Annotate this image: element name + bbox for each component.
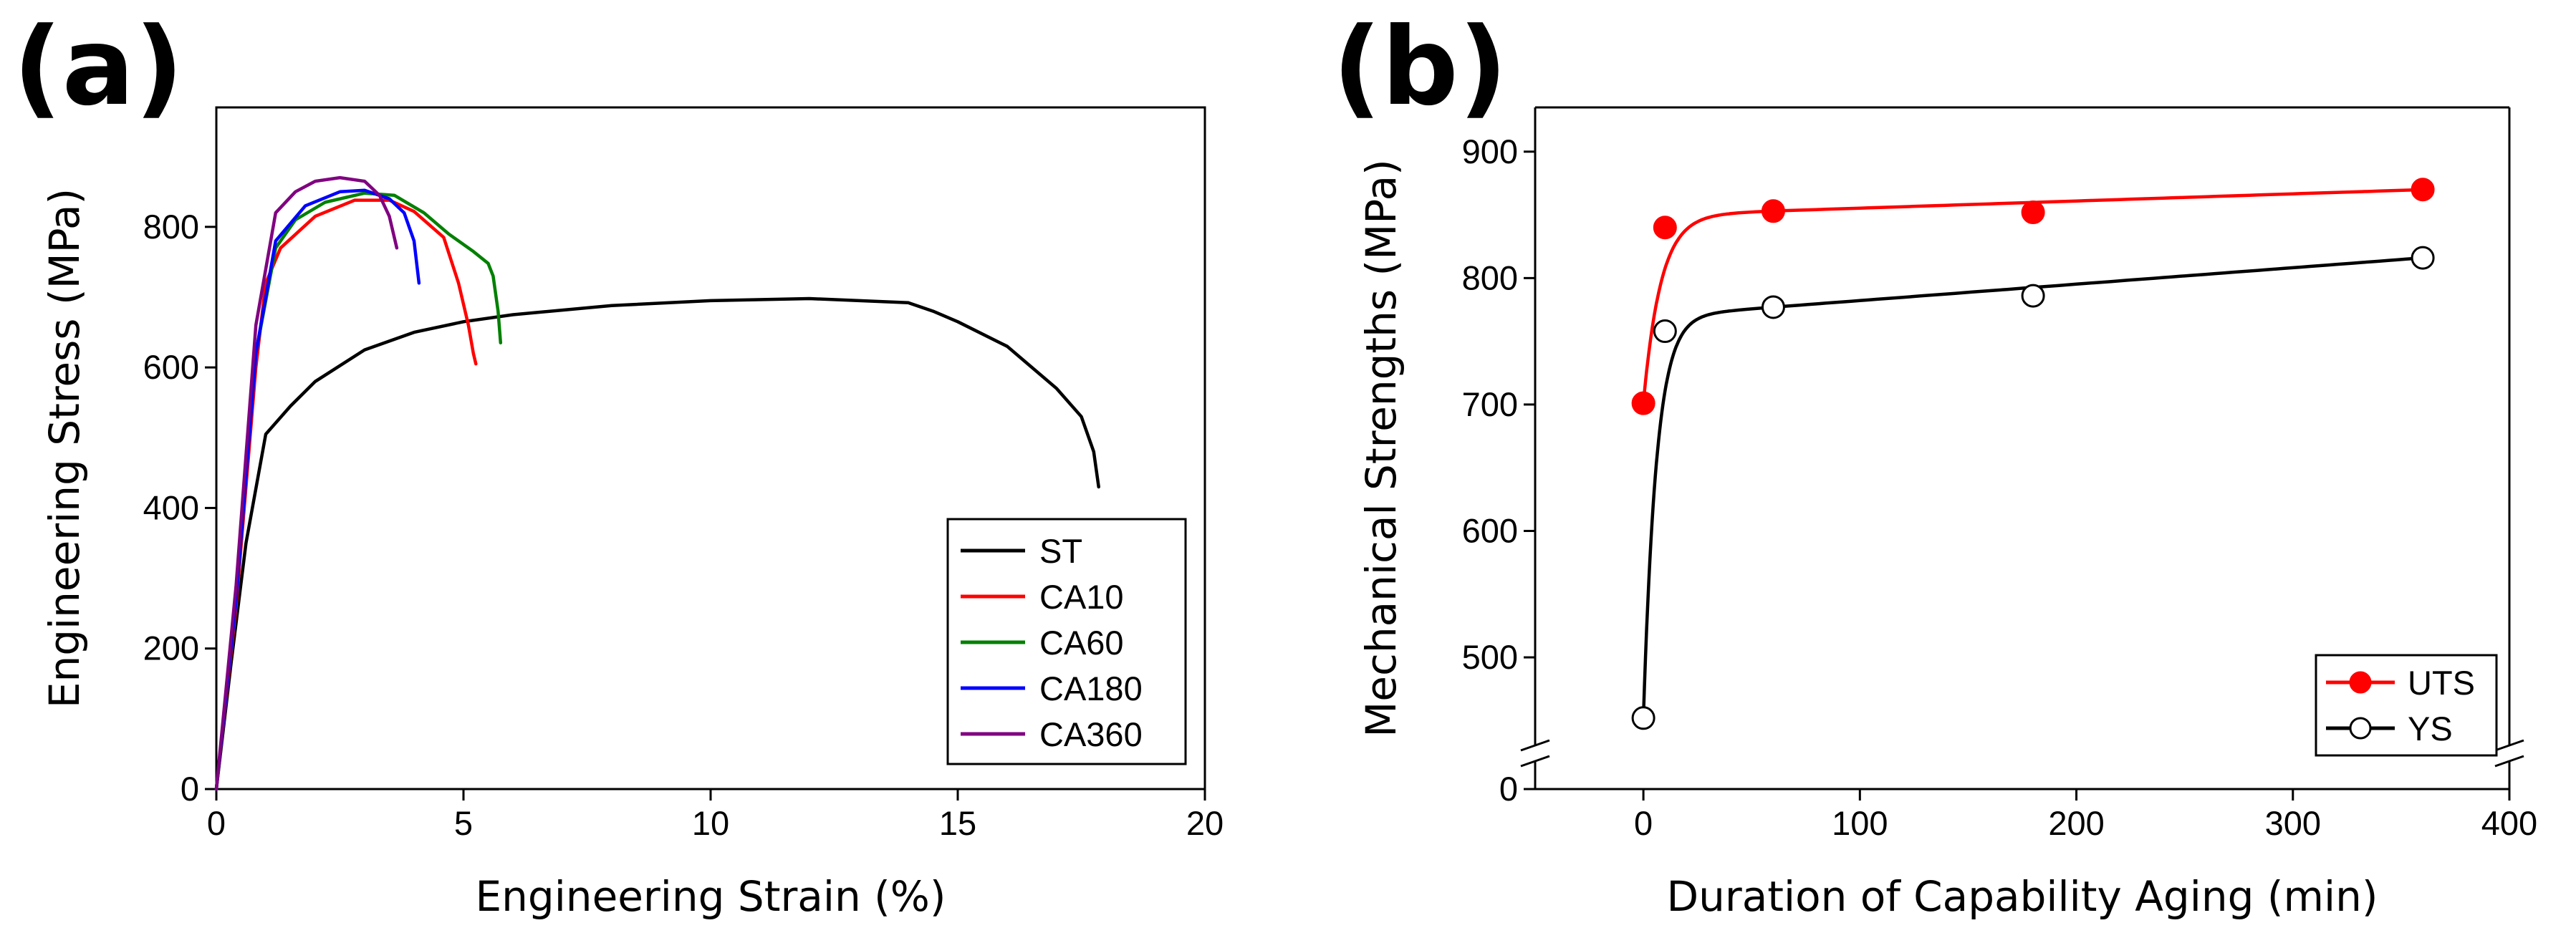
legend-box [2315,654,2498,757]
data-point-uts [2021,200,2045,225]
legend-label-ys: YS [2408,710,2453,748]
x-tick-label: 5 [454,804,473,842]
data-point-ys [2411,246,2435,270]
legend-marker-uts [2349,671,2372,694]
x-tick-label: 200 [2048,804,2104,842]
data-point-uts [2411,178,2435,202]
legend-label-ca60: CA60 [1039,624,1124,662]
x-tick-label: 0 [207,804,226,842]
legend-label-ca360: CA360 [1039,715,1143,753]
panel-b-label: (b) [1332,5,1507,130]
x-tick-label: 300 [2265,804,2321,842]
y-tick-label-zero: 0 [1499,770,1518,808]
axis-break-mark [1520,755,1550,768]
series-line-ca360 [214,175,399,791]
y-tick-label: 600 [1462,511,1518,549]
y-axis-title: Engineering Stress (MPa) [40,188,89,708]
y-tick-label: 700 [1462,385,1518,423]
y-tick-label: 800 [1462,258,1518,296]
x-tick-label: 20 [1186,804,1224,842]
data-point-uts [1631,391,1655,415]
y-axis-title: Mechanical Strengths (MPa) [1357,159,1405,738]
data-point-ys [1761,295,1785,319]
series-fit-uts [1641,188,2423,404]
x-tick-label: 15 [939,804,976,842]
x-tick-label: 0 [1634,804,1653,842]
y-tick-label: 400 [143,488,199,526]
x-axis-title: Duration of Capability Aging (min) [1667,872,2378,921]
y-tick-label: 0 [181,770,199,808]
legend-label-uts: UTS [2408,664,2475,702]
data-point-ys [2021,284,2045,308]
x-tick-label: 100 [1832,804,1888,842]
legend-label-st: ST [1039,532,1082,570]
y-tick-label: 900 [1462,132,1518,170]
x-tick-label: 10 [692,804,729,842]
data-point-uts [1653,216,1677,240]
series-line-ca180 [214,188,421,791]
y-tick-label: 500 [1462,638,1518,676]
y-tick-label: 200 [143,629,199,667]
series-line-ca10 [214,198,478,791]
legend-label-ca180: CA180 [1039,669,1143,707]
data-point-ys [1653,319,1677,344]
x-axis-title: Engineering Strain (%) [475,872,946,921]
panel-a-label: (a) [13,5,183,130]
axis-break-mark [2494,739,2524,752]
x-tick-label: 400 [2481,804,2537,842]
data-point-ys [1631,706,1655,730]
legend-marker-ys [2349,717,2372,740]
y-tick-label: 600 [143,348,199,386]
axis-break-mark [1520,739,1550,752]
chart-b: 0 100 200 300 400 500 600 700 800 900 0 Duration of… [1357,106,2537,921]
data-point-uts [1761,199,1785,223]
series-fit-ys [1641,256,2423,718]
y-tick-label: 800 [143,208,199,246]
legend-label-ca10: CA10 [1039,578,1124,616]
series-line-st [214,296,1100,791]
axis-break-mark [2494,755,2524,768]
